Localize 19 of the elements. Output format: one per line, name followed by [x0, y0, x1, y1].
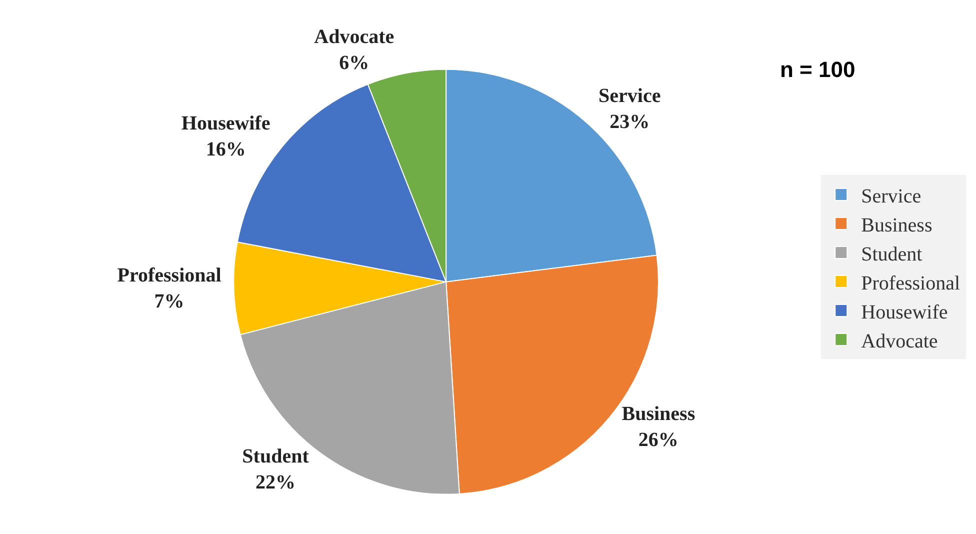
text: n = 100 — [780, 57, 856, 82]
legend-label: Advocate — [861, 330, 938, 352]
data-label: 6% — [339, 52, 370, 74]
slice-label: Service — [598, 84, 661, 107]
data-label: 26% — [638, 428, 678, 451]
slice-label: Student — [242, 445, 310, 468]
slice-label: Advocate — [314, 26, 394, 48]
slice-label: Housewife — [181, 112, 270, 135]
slice-label: Professional — [117, 264, 222, 287]
data-label: 23% — [610, 110, 650, 133]
legend-label: Business — [861, 214, 932, 236]
legend-label: Professional — [861, 272, 960, 294]
data-label: 22% — [256, 471, 296, 494]
legend-label: Housewife — [861, 301, 948, 324]
legend-label: Service — [861, 185, 922, 208]
data-label: 7% — [154, 290, 184, 313]
data-label: 16% — [206, 138, 246, 161]
slice-label: Business — [622, 402, 696, 425]
legend-label: Student — [861, 243, 923, 266]
